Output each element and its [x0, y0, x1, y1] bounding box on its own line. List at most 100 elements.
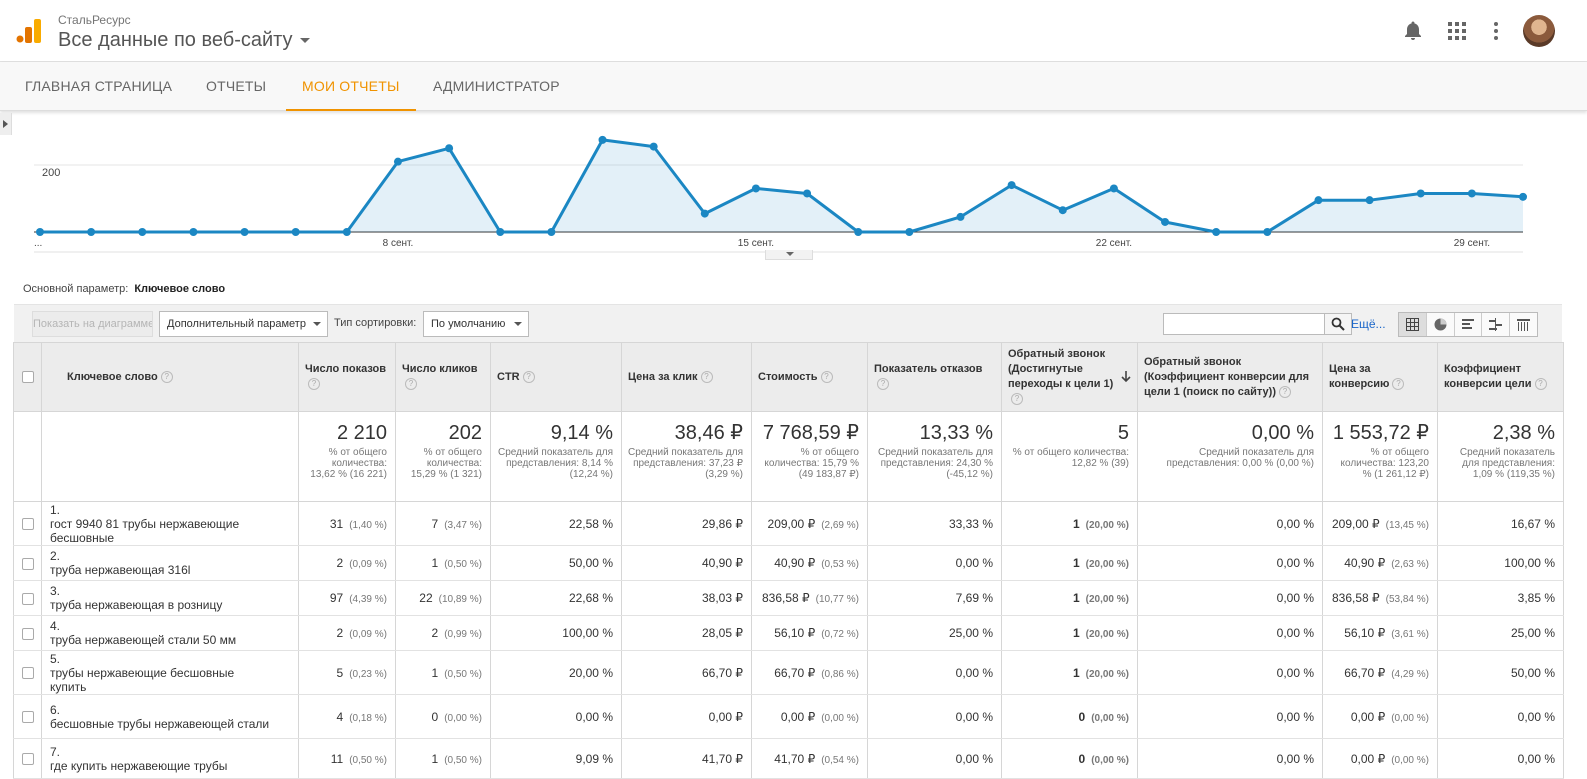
data-point[interactable] [649, 142, 658, 151]
view-pie-button[interactable] [1427, 313, 1455, 336]
table-row[interactable]: 3.труба нержавеющая в розницу 97 (4,39 %) 2… [13, 580, 1564, 616]
row-checkbox[interactable] [21, 518, 34, 531]
row-checkbox[interactable] [21, 667, 34, 680]
data-point[interactable] [854, 228, 863, 236]
row-checkbox[interactable] [21, 592, 34, 605]
data-point[interactable] [803, 189, 812, 198]
table-row[interactable]: 7.где купить нержавеющие трубы 11 (0,50 %)… [13, 738, 1564, 779]
data-point[interactable] [1007, 181, 1016, 190]
data-point[interactable] [700, 209, 709, 218]
data-point[interactable] [189, 228, 198, 236]
view-table-button[interactable] [1399, 313, 1427, 336]
account-name[interactable]: СтальРесурс [58, 13, 131, 27]
data-point[interactable] [138, 228, 147, 236]
data-point[interactable] [1058, 206, 1067, 215]
help-icon[interactable]: ? [308, 378, 320, 391]
analytics-logo-icon[interactable] [16, 18, 42, 44]
help-icon[interactable]: ? [700, 370, 713, 383]
sort-type-dropdown[interactable]: По умолчанию [423, 311, 529, 337]
data-point[interactable] [1263, 228, 1272, 236]
data-point[interactable] [751, 184, 760, 193]
search-button[interactable] [1324, 313, 1352, 335]
data-point[interactable] [1212, 228, 1221, 236]
help-icon[interactable]: ? [1392, 378, 1405, 391]
apps-grid-icon[interactable] [1446, 20, 1468, 42]
col-clicks[interactable]: Число кликов? [395, 342, 491, 412]
col-bounce[interactable]: Показатель отказов? [867, 342, 1002, 412]
keyword-link[interactable]: труба нержавеющая 316l [50, 563, 191, 577]
view-bar-button[interactable] [1455, 313, 1483, 336]
view-pivot-button[interactable] [1510, 313, 1537, 336]
keyword-link[interactable]: где купить нержавеющие трубы [50, 758, 228, 773]
data-point[interactable] [1467, 189, 1476, 198]
property-selector[interactable]: Все данные по веб-сайту [58, 29, 310, 52]
keyword-link[interactable]: труба нержавеющая в розницу [50, 598, 223, 612]
data-point[interactable] [36, 228, 44, 236]
help-icon[interactable]: ? [1278, 385, 1291, 398]
col-goal1[interactable]: Обратный звонок (Достигнутые переходы к … [1001, 342, 1138, 412]
data-point[interactable] [1416, 189, 1425, 198]
data-point[interactable] [1519, 192, 1527, 201]
col-cpa[interactable]: Цена за конверсию? [1322, 342, 1438, 412]
data-point[interactable] [445, 144, 454, 153]
keyword-link[interactable]: бесшовные трубы нержавеющей стали [50, 716, 270, 731]
goal1-pct: (0,00 %) [1091, 754, 1129, 766]
col-cost[interactable]: Стоимость? [751, 342, 868, 412]
help-icon[interactable]: ? [1534, 378, 1547, 391]
data-point[interactable] [342, 228, 351, 236]
help-icon[interactable]: ? [1011, 393, 1023, 406]
data-point[interactable] [1161, 217, 1170, 226]
help-icon[interactable]: ? [877, 378, 889, 391]
table-row[interactable]: 5.трубы нержавеющие бесшовные купить 5 (0,… [13, 650, 1564, 695]
col-cpc[interactable]: Цена за клик? [621, 342, 752, 412]
col-keyword[interactable]: Ключевое слово? [41, 342, 299, 412]
secondary-dimension-dropdown[interactable]: Дополнительный параметр [159, 311, 328, 337]
col-ctr[interactable]: CTR? [490, 342, 622, 412]
sidebar-toggle[interactable] [0, 113, 12, 135]
more-link[interactable]: Ещё... [1351, 317, 1386, 331]
help-icon[interactable]: ? [820, 370, 833, 383]
help-icon[interactable]: ? [522, 370, 535, 383]
row-checkbox[interactable] [21, 627, 34, 640]
data-point[interactable] [905, 228, 914, 236]
table-row[interactable]: 6.бесшовные трубы нержавеющей стали 4 (0,1… [13, 694, 1564, 739]
data-point[interactable] [1109, 184, 1118, 193]
keyword-link[interactable]: трубы нержавеющие бесшовные купить [50, 665, 235, 694]
table-row[interactable]: 4.труба нержавеющей стали 50 мм 2 (0,09 %)… [13, 615, 1564, 651]
bell-icon[interactable] [1402, 20, 1424, 42]
plot-rows-button[interactable]: Показать на диаграмме [32, 311, 153, 337]
help-icon[interactable]: ? [160, 370, 173, 383]
keyword-link[interactable]: гост 9940 81 трубы нержавеющие бесшовные [50, 516, 240, 545]
help-icon[interactable]: ? [405, 378, 417, 391]
row-checkbox[interactable] [21, 753, 34, 766]
chart-collapse-button[interactable] [765, 250, 813, 260]
primary-dimension-value[interactable]: Ключевое слово [134, 283, 226, 295]
row-checkbox[interactable] [21, 711, 34, 724]
user-avatar[interactable] [1523, 15, 1555, 47]
tab-admin[interactable]: АДМИНИСТРАТОР [433, 78, 560, 94]
col-goal1-conv[interactable]: Обратный звонок (Коэффициент конверсии д… [1137, 342, 1323, 412]
data-point[interactable] [496, 228, 505, 236]
select-all-checkbox[interactable] [21, 370, 34, 383]
data-point[interactable] [956, 212, 965, 221]
tab-reports[interactable]: ОТЧЕТЫ [206, 78, 267, 94]
data-point[interactable] [291, 228, 300, 236]
col-conv-rate[interactable]: Коэффициент конверсии цели? [1437, 342, 1564, 412]
tab-home[interactable]: ГЛАВНАЯ СТРАНИЦА [25, 78, 173, 94]
view-compare-button[interactable] [1482, 313, 1511, 336]
data-point[interactable] [87, 228, 96, 236]
row-checkbox[interactable] [21, 557, 34, 570]
table-row[interactable]: 2.труба нержавеющая 316l 2 (0,09 %) 1 (0,50 … [13, 545, 1564, 581]
tab-my-reports[interactable]: МОИ ОТЧЕТЫ [286, 62, 416, 111]
data-point[interactable] [547, 228, 556, 236]
data-point[interactable] [1365, 196, 1374, 205]
table-row[interactable]: 1.гост 9940 81 трубы нержавеющие бесшовн… [13, 501, 1564, 546]
table-search-input[interactable] [1163, 313, 1325, 335]
more-vert-icon[interactable] [1485, 20, 1507, 42]
col-impressions[interactable]: Число показов? [298, 342, 396, 412]
keyword-link[interactable]: труба нержавеющей стали 50 мм [50, 633, 237, 647]
data-point[interactable] [240, 228, 249, 236]
data-point[interactable] [598, 135, 607, 144]
data-point[interactable] [393, 157, 402, 166]
data-point[interactable] [1314, 196, 1323, 205]
